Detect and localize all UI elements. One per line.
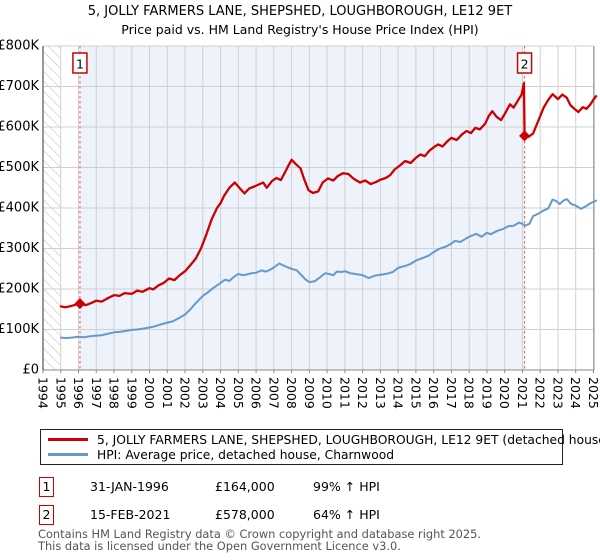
x-tick-label: 2013 [373,377,388,409]
x-tick-label: 2010 [320,377,335,409]
footer-line-2: This data is licensed under the Open Gov… [38,538,401,553]
x-tick-label: 1997 [89,377,104,409]
sale-1-hpi-delta: 99% ↑ HPI [313,479,380,494]
sale-marker-box [72,52,88,74]
x-tick-label: 2008 [284,377,299,409]
x-tick-label: 2019 [479,377,494,409]
x-tick-label: 1995 [53,377,68,409]
y-tick-label: £700K [0,79,39,94]
footer-line-1: Contains HM Land Registry data © Crown c… [38,527,482,541]
y-tick-label: £800K [0,39,39,54]
y-tick-label: £300K [0,241,39,256]
y-tick-label: £400K [0,201,39,216]
chart-legend: 5, JOLLY FARMERS LANE, SHEPSHED, LOUGHBO… [40,429,600,465]
legend-item-hpi: HPI: Average price, detached house, Char… [41,447,562,462]
sale-1-price: £164,000 [215,479,275,494]
y-tick-label: £100K [0,322,39,337]
annotation-row-2: 2 15-FEB-2021 £578,000 64% ↑ HPI [0,505,600,527]
sale-marker-number: 1 [76,57,84,72]
x-tick-label: 2016 [426,377,441,409]
x-tick-label: 2017 [444,377,459,409]
sale-2-date: 15-FEB-2021 [90,507,171,522]
sale-2-hpi-delta: 64% ↑ HPI [313,507,380,522]
hpi-line-swatch [48,453,88,456]
x-tick-label: 2009 [302,377,317,409]
legend-label-hpi: HPI: Average price, detached house, Char… [97,447,395,462]
x-tick-label: 2005 [231,377,246,409]
x-tick-label: 1999 [124,377,139,409]
x-tick-label: 2021 [515,377,530,409]
legend-label-property: 5, JOLLY FARMERS LANE, SHEPSHED, LOUGHBO… [97,432,600,447]
series-line [59,82,598,309]
page-title: 5, JOLLY FARMERS LANE, SHEPSHED, LOUGHBO… [87,4,513,19]
x-tick-label: 2007 [266,377,281,409]
series-line [59,198,598,339]
x-tick-label: 2003 [195,377,210,409]
x-tick-label: 2000 [142,377,157,409]
x-tick-label: 1998 [107,377,122,409]
x-tick-label: 2011 [337,377,352,409]
sale-marker-box [516,52,533,74]
x-tick-label: 2002 [178,377,193,409]
license-footer: Contains HM Land Registry data © Crown c… [38,527,482,553]
y-tick-label: £600K [0,120,39,135]
x-tick-label: 2020 [497,377,512,409]
x-tick-label: 2015 [408,377,423,409]
annotation-row-1: 1 31-JAN-1996 £164,000 99% ↑ HPI [0,477,600,499]
x-tick-label: 1996 [71,377,86,409]
marker-2-badge: 2 [39,505,54,525]
sale-marker-number: 2 [521,57,529,72]
sale-diamond [74,298,86,310]
marker-1-badge: 1 [39,477,54,497]
y-tick-label: £0 [22,363,39,378]
x-tick-label: 2004 [213,377,228,409]
y-tick-label: £200K [0,282,39,297]
x-tick-label: 2006 [249,377,264,409]
x-tick-label: 2023 [550,377,565,409]
sale-1-date: 31-JAN-1996 [90,479,169,494]
sale-diamond [519,130,531,142]
price-chart: 1994 1995 1996 1997 1998 1999 2000 2001 2002 2003… [0,39,600,409]
x-tick-label: 2025 [586,377,600,409]
x-tick-label: 1994 [36,377,51,409]
x-tick-label: 2001 [160,377,175,409]
y-tick-label: £500K [0,160,39,175]
sale-2-price: £578,000 [215,507,275,522]
x-tick-label: 2024 [568,377,583,409]
x-tick-label: 2022 [533,377,548,409]
x-tick-label: 2014 [391,377,406,409]
x-tick-label: 2012 [355,377,370,409]
page-subtitle: Price paid vs. HM Land Registry's House … [121,22,479,37]
property-line-swatch [48,438,88,441]
legend-item-property: 5, JOLLY FARMERS LANE, SHEPSHED, LOUGHBO… [41,432,600,447]
x-tick-label: 2018 [462,377,477,409]
